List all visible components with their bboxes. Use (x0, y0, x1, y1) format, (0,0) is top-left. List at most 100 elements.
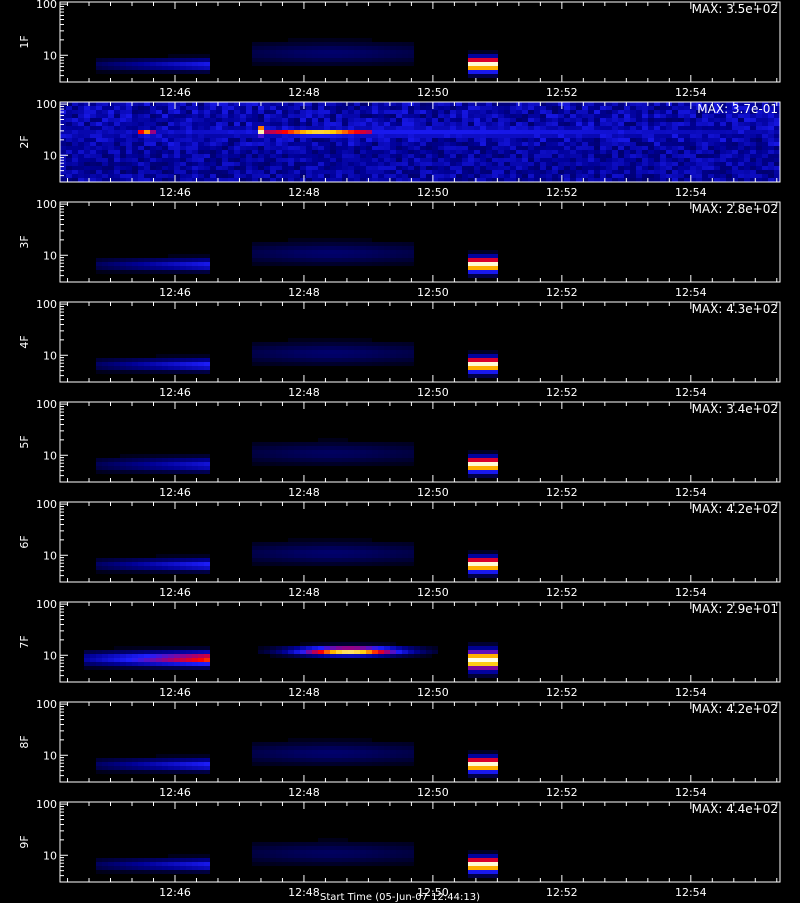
heatmap-cell (300, 138, 306, 142)
heatmap-cell (750, 130, 756, 134)
heatmap-cell (558, 174, 564, 178)
heatmap-cell (342, 150, 348, 154)
heatmap-cells (96, 338, 498, 378)
heatmap-cell (726, 126, 732, 130)
heatmap-cell (504, 158, 510, 162)
heatmap-cell (486, 162, 492, 166)
heatmap-cell (660, 118, 666, 122)
heatmap-cell (366, 546, 372, 550)
heatmap-cell (132, 466, 138, 470)
heatmap-cell (282, 346, 288, 350)
heatmap-cell (144, 166, 150, 170)
heatmap-cell (186, 158, 192, 162)
heatmap-cell (474, 670, 480, 674)
heatmap-cell (486, 134, 492, 138)
heatmap-cell (654, 178, 660, 182)
heatmap-cell (324, 646, 330, 650)
heatmap-cell (288, 458, 294, 462)
heatmap-cell (480, 150, 486, 154)
heatmap-cell (612, 122, 618, 126)
heatmap-cell (114, 158, 120, 162)
heatmap-cell (318, 438, 324, 442)
heatmap-cell (546, 162, 552, 166)
heatmap-cell (198, 62, 204, 66)
heatmap-cell (270, 170, 276, 174)
heatmap-cell (492, 266, 498, 270)
heatmap-cell (300, 738, 306, 742)
heatmap-cell (378, 554, 384, 558)
heatmap-cell (360, 446, 366, 450)
heatmap-cell (156, 358, 162, 362)
heatmap-cell (468, 562, 474, 566)
heatmap-cell (594, 158, 600, 162)
heatmap-cell (708, 154, 714, 158)
heatmap-cell (114, 646, 120, 650)
heatmap-cell (480, 54, 486, 58)
heatmap-cell (360, 262, 366, 266)
heatmap-cell (246, 174, 252, 178)
x-tick-label: 12:52 (546, 86, 578, 99)
heatmap-cell (276, 654, 282, 658)
heatmap-cell (378, 126, 384, 130)
heatmap-cell (132, 158, 138, 162)
heatmap-cell (516, 106, 522, 110)
heatmap-cell (276, 646, 282, 650)
heatmap-cell (342, 362, 348, 366)
heatmap-cell (180, 54, 186, 58)
heatmap-cell (762, 162, 768, 166)
heatmap-cell (486, 554, 492, 558)
heatmap-cell (492, 54, 498, 58)
heatmap-cell (366, 118, 372, 122)
heatmap-cell (426, 142, 432, 146)
heatmap-cell (192, 146, 198, 150)
heatmap-cell (306, 442, 312, 446)
heatmap-cell (486, 166, 492, 170)
heatmap-cell (138, 138, 144, 142)
heatmap-cell (618, 130, 624, 134)
heatmap-cell (366, 62, 372, 66)
heatmap-cell (390, 114, 396, 118)
heatmap-cell (210, 106, 216, 110)
heatmap-cell (444, 130, 450, 134)
heatmap-cell (360, 170, 366, 174)
heatmap-cell (354, 158, 360, 162)
heatmap-cell (486, 158, 492, 162)
heatmap-cell (294, 446, 300, 450)
heatmap-cell (96, 470, 102, 474)
heatmap-cell (168, 130, 174, 134)
heatmap-cell (468, 158, 474, 162)
heatmap-cell (174, 110, 180, 114)
heatmap-cell (324, 170, 330, 174)
heatmap-cell (522, 166, 528, 170)
heatmap-cell (252, 42, 258, 46)
heatmap-cell (564, 142, 570, 146)
heatmap-cell (672, 158, 678, 162)
heatmap-cell (468, 146, 474, 150)
heatmap-cell (504, 130, 510, 134)
heatmap-cell (222, 150, 228, 154)
heatmap-cell (294, 102, 300, 106)
heatmap-cell (504, 126, 510, 130)
heatmap-cell (84, 666, 90, 670)
heatmap-cell (330, 450, 336, 454)
heatmap-cell (636, 162, 642, 166)
heatmap-cell (336, 242, 342, 246)
heatmap-cell (126, 58, 132, 62)
heatmap-cell (702, 118, 708, 122)
heatmap-cell (324, 538, 330, 542)
heatmap-cell (228, 102, 234, 106)
heatmap-cell (258, 110, 264, 114)
heatmap-cell (72, 150, 78, 154)
heatmap-cell (426, 130, 432, 134)
heatmap-cell (324, 450, 330, 454)
heatmap-cell (402, 110, 408, 114)
heatmap-cell (366, 138, 372, 142)
heatmap-cell (378, 562, 384, 566)
heatmap-cell (84, 154, 90, 158)
heatmap-cell (120, 646, 126, 650)
heatmap-cell (480, 170, 486, 174)
heatmap-cell (186, 454, 192, 458)
heatmap-cell (198, 562, 204, 566)
heatmap-cell (282, 454, 288, 458)
